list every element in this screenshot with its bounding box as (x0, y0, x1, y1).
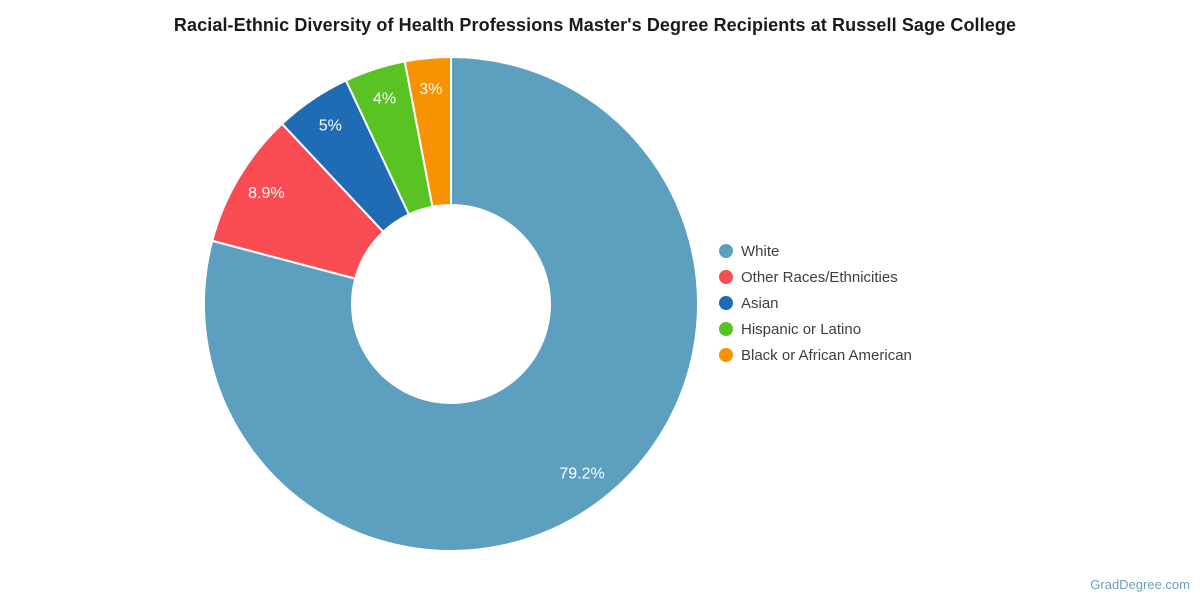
pie-slice-black-or-african-american[interactable] (403, 56, 452, 208)
legend-swatch-icon (719, 348, 733, 362)
legend-label: Other Races/Ethnicities (741, 268, 898, 286)
slice-label: 4% (373, 91, 396, 108)
slice-label: 5% (319, 117, 342, 134)
legend-item-black-or-african-american[interactable]: Black or African American (719, 342, 912, 368)
watermark-link[interactable]: GradDegree.com (1090, 577, 1190, 592)
legend-swatch-icon (719, 244, 733, 258)
legend-label: Hispanic or Latino (741, 320, 862, 338)
legend-swatch-icon (719, 322, 733, 336)
legend-label: White (741, 242, 780, 260)
legend-item-hispanic-or-latino[interactable]: Hispanic or Latino (719, 316, 912, 342)
legend-item-white[interactable]: White (719, 238, 912, 264)
legend-swatch-icon (719, 270, 733, 284)
chart-legend: White Other Races/Ethnicities Asian Hispani… (719, 238, 912, 368)
legend-item-other-races-ethnicities[interactable]: Other Races/Ethnicities (719, 264, 912, 290)
legend-swatch-icon (719, 296, 733, 310)
slice-label: 3% (419, 81, 442, 98)
legend-label: Black or African American (741, 346, 912, 364)
chart-title: Racial-Ethnic Diversity of Health Profes… (173, 15, 1017, 35)
legend-label: Asian (741, 294, 779, 312)
pie-slice-white[interactable] (203, 56, 699, 552)
legend-item-asian[interactable]: Asian (719, 290, 912, 316)
slice-label: 8.9% (248, 185, 284, 202)
slice-label: 79.2% (559, 466, 604, 483)
